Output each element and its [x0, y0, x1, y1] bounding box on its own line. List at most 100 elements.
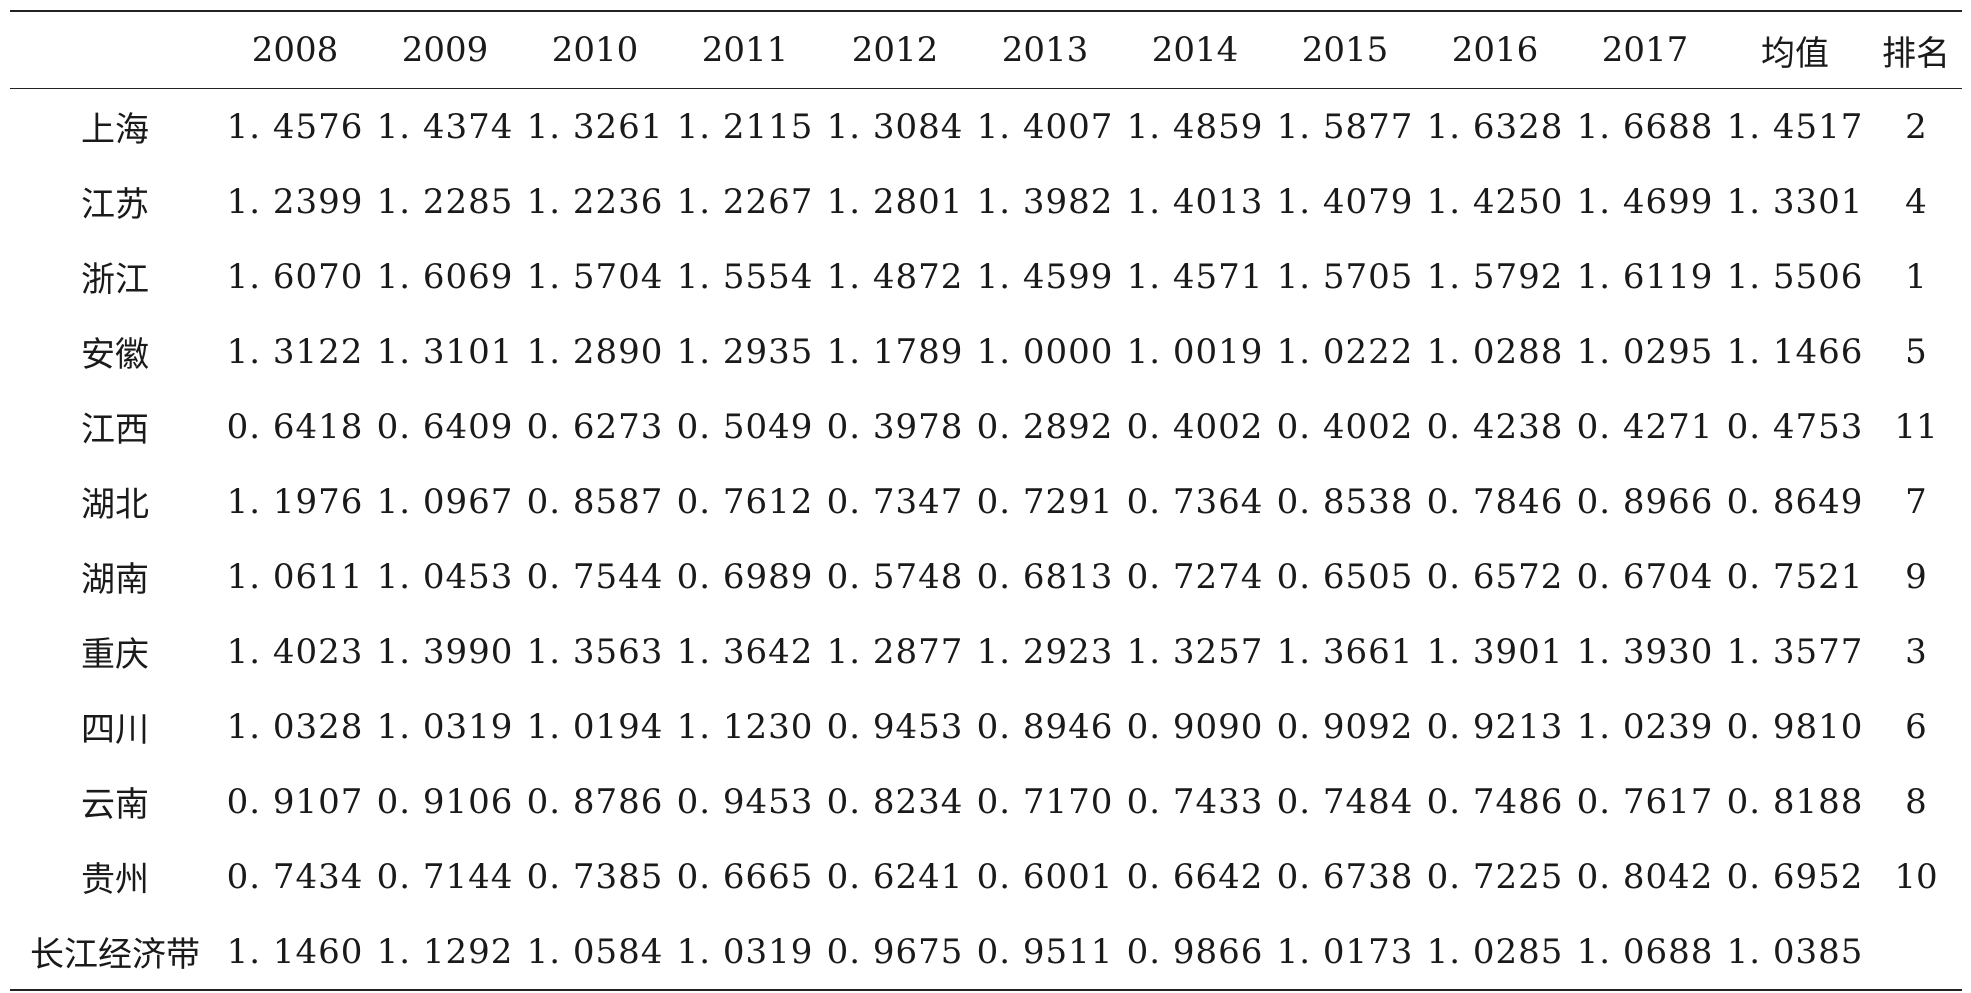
value-cell: 0. 6813: [976, 556, 1114, 597]
value-cell: 1. 0173: [1276, 931, 1414, 972]
data-table-container: 2008 2009 2010 2011 2012 2013 2014 2015 2016 2017…: [10, 10, 1962, 991]
value-cell: 1. 0288: [1426, 331, 1564, 372]
value-cell: 0. 7612: [676, 481, 814, 522]
header-cell: 2009: [401, 30, 489, 70]
value-cell: 0. 7617: [1576, 781, 1714, 822]
value-cell: 0. 9866: [1126, 931, 1264, 972]
value-cell: 1. 4374: [376, 106, 514, 147]
value-cell: 0. 5049: [676, 406, 814, 447]
value-cell: 1. 3257: [1126, 631, 1264, 672]
table-row: 重庆 1. 4023 1. 3990 1. 3563 1. 3642 1. 2877 1. …: [10, 614, 1962, 689]
value-cell: 1. 4079: [1276, 181, 1414, 222]
row-region-label: 重庆: [81, 635, 149, 675]
value-cell: 1. 1230: [676, 706, 814, 747]
value-cell: 0. 8786: [526, 781, 664, 822]
value-cell: 0. 6738: [1276, 856, 1414, 897]
table-header-row: 2008 2009 2010 2011 2012 2013 2014 2015 2016 2017…: [10, 11, 1962, 89]
table-row: 云南 0. 9107 0. 9106 0. 8786 0. 9453 0. 8234 0. …: [10, 764, 1962, 839]
value-cell: 0. 6572: [1426, 556, 1564, 597]
mean-value-cell: 1. 0385: [1726, 931, 1864, 972]
value-cell: 1. 4250: [1426, 181, 1564, 222]
value-cell: 1. 0222: [1276, 331, 1414, 372]
value-cell: 1. 4699: [1576, 181, 1714, 222]
value-cell: 0. 9092: [1276, 706, 1414, 747]
mean-value-cell: 1. 5506: [1726, 256, 1864, 297]
value-cell: 1. 3661: [1276, 631, 1414, 672]
value-cell: 0. 8587: [526, 481, 664, 522]
value-cell: 1. 0285: [1426, 931, 1564, 972]
value-cell: 0. 7385: [526, 856, 664, 897]
value-cell: 0. 3978: [826, 406, 964, 447]
value-cell: 0. 9106: [376, 781, 514, 822]
value-cell: 1. 3930: [1576, 631, 1714, 672]
table-row: 安徽 1. 3122 1. 3101 1. 2890 1. 2935 1. 1789 1. …: [10, 314, 1962, 389]
value-cell: 1. 4599: [976, 256, 1114, 297]
value-cell: 1. 6328: [1426, 106, 1564, 147]
value-cell: 0. 9213: [1426, 706, 1564, 747]
mean-value-cell: 0. 7521: [1726, 556, 1864, 597]
value-cell: 1. 1292: [376, 931, 514, 972]
value-cell: 1. 2399: [226, 181, 364, 222]
value-cell: 0. 8946: [976, 706, 1114, 747]
mean-value-cell: 0. 4753: [1726, 406, 1864, 447]
value-cell: 1. 0019: [1126, 331, 1264, 372]
value-cell: 1. 0688: [1576, 931, 1714, 972]
row-region-label: 贵州: [81, 860, 149, 900]
value-cell: 0. 7486: [1426, 781, 1564, 822]
value-cell: 1. 2236: [526, 181, 664, 222]
rank-cell: [1870, 914, 1962, 990]
row-region-label: 四川: [81, 710, 149, 750]
value-cell: 1. 4576: [226, 106, 364, 147]
value-cell: 0. 9675: [826, 931, 964, 972]
value-cell: 0. 7347: [826, 481, 964, 522]
value-cell: 0. 5748: [826, 556, 964, 597]
table-row: 长江经济带 1. 1460 1. 1292 1. 0584 1. 0319 0. 9675…: [10, 914, 1962, 990]
value-cell: 1. 3084: [826, 106, 964, 147]
header-cell: 2012: [851, 30, 939, 70]
value-cell: 1. 3990: [376, 631, 514, 672]
mean-value-cell: 0. 9810: [1726, 706, 1864, 747]
value-cell: 0. 7484: [1276, 781, 1414, 822]
header-cell: 2016: [1451, 30, 1539, 70]
rank-cell: 6: [1905, 706, 1927, 747]
rank-cell: 11: [1894, 406, 1938, 447]
value-cell: 0. 7144: [376, 856, 514, 897]
value-cell: 1. 2115: [676, 106, 814, 147]
value-cell: 1. 2877: [826, 631, 964, 672]
value-cell: 1. 2267: [676, 181, 814, 222]
value-cell: 0. 8538: [1276, 481, 1414, 522]
value-cell: 0. 7170: [976, 781, 1114, 822]
rank-cell: 10: [1894, 856, 1938, 897]
value-cell: 1. 0328: [226, 706, 364, 747]
row-region-label: 湖南: [81, 560, 149, 600]
value-cell: 0. 9511: [976, 931, 1114, 972]
table-row: 贵州 0. 7434 0. 7144 0. 7385 0. 6665 0. 6241 0. …: [10, 839, 1962, 914]
value-cell: 1. 4872: [826, 256, 964, 297]
value-cell: 0. 7291: [976, 481, 1114, 522]
value-cell: 0. 7544: [526, 556, 664, 597]
table-row: 湖北 1. 1976 1. 0967 0. 8587 0. 7612 0. 7347 0. …: [10, 464, 1962, 539]
value-cell: 1. 4007: [976, 106, 1114, 147]
value-cell: 0. 8042: [1576, 856, 1714, 897]
value-cell: 0. 6001: [976, 856, 1114, 897]
value-cell: 1. 1976: [226, 481, 364, 522]
value-cell: 0. 6505: [1276, 556, 1414, 597]
value-cell: 1. 2285: [376, 181, 514, 222]
header-cell: 2013: [1001, 30, 1089, 70]
value-cell: 1. 6688: [1576, 106, 1714, 147]
value-cell: 0. 6665: [676, 856, 814, 897]
value-cell: 0. 6989: [676, 556, 814, 597]
value-cell: 1. 5792: [1426, 256, 1564, 297]
rank-cell: 5: [1905, 331, 1927, 372]
row-region-label: 安徽: [81, 335, 149, 375]
value-cell: 0. 9453: [676, 781, 814, 822]
rank-cell: 3: [1905, 631, 1927, 672]
row-region-label: 云南: [81, 785, 149, 825]
value-cell: 1. 2935: [676, 331, 814, 372]
value-cell: 1. 6119: [1576, 256, 1714, 297]
header-cell-empty: [10, 11, 220, 89]
value-cell: 0. 6704: [1576, 556, 1714, 597]
table-row: 湖南 1. 0611 1. 0453 0. 7544 0. 6989 0. 5748 0. …: [10, 539, 1962, 614]
value-cell: 0. 7846: [1426, 481, 1564, 522]
value-cell: 0. 6241: [826, 856, 964, 897]
